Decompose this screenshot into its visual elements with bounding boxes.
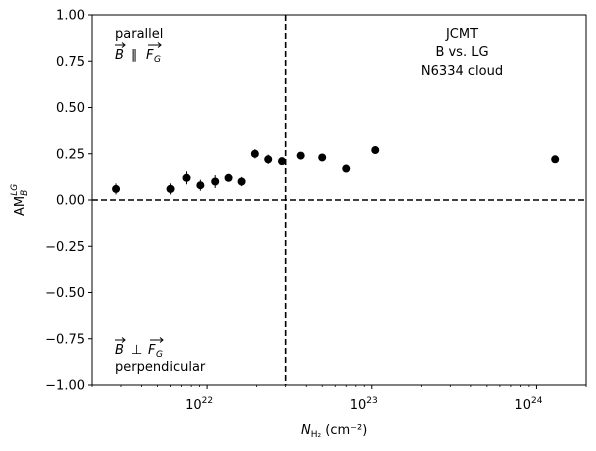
data-point xyxy=(182,173,191,182)
data-point xyxy=(551,155,560,164)
annotation-perpendicular-relation: B ⊥ F G xyxy=(115,337,164,360)
x-tick-label: 1022 xyxy=(185,396,213,413)
y-tick-label: 0.75 xyxy=(56,55,85,70)
y-axis-label-superscript: LG xyxy=(10,184,20,196)
y-axis-label-main: AM xyxy=(13,196,28,216)
data-point xyxy=(196,181,205,190)
y-tick-label: 1.00 xyxy=(56,9,85,24)
vector-b-symbol: B xyxy=(115,343,124,358)
annotation-parallel-label: parallel xyxy=(115,27,163,42)
x-axis-label-unit: (cm⁻²) xyxy=(321,423,367,438)
data-point xyxy=(166,184,175,193)
data-point xyxy=(371,146,380,155)
x-tick-label: 1024 xyxy=(514,396,542,413)
x-tick-label: 1023 xyxy=(350,396,378,413)
data-point xyxy=(264,155,273,164)
y-tick-label: −0.75 xyxy=(45,332,85,347)
data-point xyxy=(250,149,259,158)
vector-f-arrow xyxy=(148,42,162,48)
data-point xyxy=(296,151,305,160)
data-point xyxy=(277,157,286,166)
x-axis-ticks: 1022 1023 1024 xyxy=(91,385,587,413)
data-point xyxy=(318,153,327,162)
y-axis-label-subscript: B xyxy=(20,190,30,196)
data-point xyxy=(211,177,220,186)
data-point xyxy=(342,164,351,173)
data-point xyxy=(224,173,233,182)
y-axis-label: AMBLG xyxy=(10,184,30,216)
y-tick-label: −1.00 xyxy=(45,379,85,394)
y-tick-label: −0.50 xyxy=(45,286,85,301)
perpendicular-symbol: ⊥ xyxy=(131,343,142,358)
vector-b-symbol: B xyxy=(115,48,124,63)
y-tick-label: −0.25 xyxy=(45,240,85,255)
annotation-telescope: JCMT xyxy=(445,27,478,42)
y-tick-label: 0.25 xyxy=(56,147,85,162)
vector-f-arrow xyxy=(150,337,164,343)
x-axis-label: NH₂ (cm⁻²) xyxy=(301,423,367,440)
vector-b-arrow xyxy=(115,337,126,343)
data-points xyxy=(112,146,560,195)
y-tick-label: 0.00 xyxy=(56,194,85,209)
vector-f-subscript: G xyxy=(154,55,161,65)
vector-f-symbol: F xyxy=(146,48,154,63)
annotation-cloud-name: N6334 cloud xyxy=(421,64,503,79)
vector-f-symbol: F xyxy=(148,343,156,358)
parallel-symbol: ∥ xyxy=(131,48,138,63)
vector-b-arrow xyxy=(115,42,126,48)
x-axis-label-symbol: N xyxy=(301,423,311,438)
vector-f-subscript: G xyxy=(156,350,163,360)
data-point xyxy=(237,177,246,186)
y-axis-ticks: −1.00 −0.75 −0.50 −0.25 0.00 0.25 0.50 0.75 1.00 xyxy=(45,9,92,394)
y-tick-label: 0.50 xyxy=(56,101,85,116)
data-point xyxy=(112,184,121,193)
annotation-perpendicular-label: perpendicular xyxy=(115,360,206,375)
annotation-parallel-relation: B ∥ F G xyxy=(115,42,162,65)
annotation-comparison: B vs. LG xyxy=(435,45,488,60)
x-axis-label-subscript: H₂ xyxy=(311,430,322,440)
